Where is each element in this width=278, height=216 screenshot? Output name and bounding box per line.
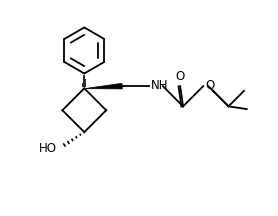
Polygon shape — [84, 83, 122, 89]
Text: O: O — [205, 79, 214, 92]
Text: HO: HO — [39, 143, 57, 156]
Text: NH: NH — [151, 79, 168, 92]
Text: O: O — [176, 70, 185, 83]
